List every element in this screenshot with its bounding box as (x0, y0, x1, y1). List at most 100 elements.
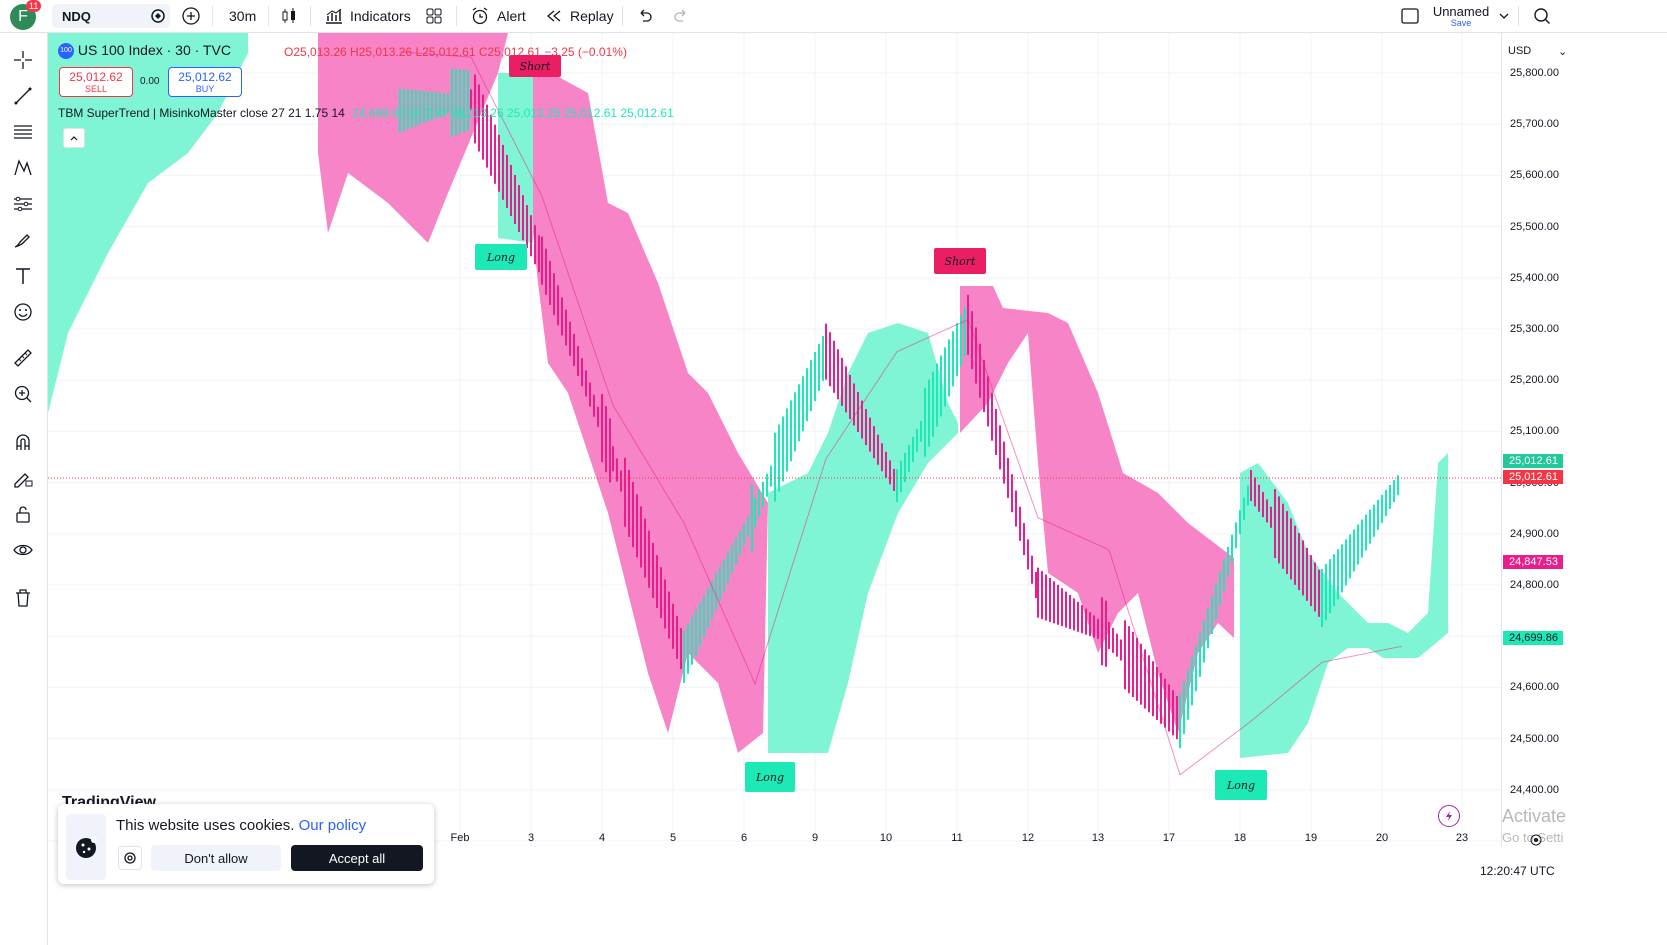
alert-button[interactable]: Alert (470, 0, 526, 32)
sell-price: 25,012.62 (69, 70, 123, 84)
price-tick-label: 25,200.00 (1510, 374, 1559, 387)
symbol-title[interactable]: US 100 Index · 30 · TVC (77, 42, 231, 58)
clock[interactable]: 12:20:47 UTC (1480, 864, 1555, 878)
zoom-tool[interactable] (10, 381, 36, 407)
templates-button[interactable] (425, 0, 443, 32)
brush-tool[interactable] (10, 227, 36, 253)
chart-legend: 100 US 100 Index · 30 · TVC (58, 42, 231, 60)
buy-label: BUY (195, 84, 215, 94)
price-chart[interactable] (48, 33, 1501, 847)
close-price-tag: 25,012.61 (1503, 470, 1563, 484)
windows-watermark-sub: Go to Setti (1502, 830, 1564, 845)
supertrend-fill (960, 286, 1234, 733)
magnet-tool[interactable] (10, 429, 36, 455)
measure-tool[interactable] (10, 345, 36, 371)
ruler-icon (14, 349, 32, 367)
trendline-icon (14, 87, 32, 105)
accept-cookies-button[interactable]: Accept all (291, 845, 423, 871)
divider (622, 6, 623, 26)
square-icon (1401, 8, 1419, 24)
time-tick-label: 5 (669, 832, 677, 844)
trendline-tool[interactable] (10, 83, 36, 109)
candles-icon (282, 8, 295, 23)
time-tick-label: Feb (450, 832, 470, 844)
price-tick-label: 24,500.00 (1510, 732, 1559, 745)
layout-name: Unnamed (1432, 3, 1490, 19)
deny-cookies-button[interactable]: Don't allow (151, 845, 281, 871)
cookie-icon-panel (66, 814, 106, 880)
time-tick-label: 18 (1233, 832, 1247, 844)
compare-icon[interactable] (150, 8, 166, 24)
stay-drawing-tool[interactable] (10, 465, 36, 491)
time-tick-label: 4 (598, 832, 606, 844)
user-avatar[interactable]: F 11 (10, 0, 42, 30)
currency-selector[interactable]: USD ⌄ (1508, 45, 1567, 58)
events-button[interactable] (1438, 805, 1460, 827)
divider (212, 6, 213, 26)
layout-name-button[interactable]: Unnamed Save (1432, 0, 1490, 32)
tradingview-logo[interactable]: TradingView (62, 794, 156, 804)
emoji-tool[interactable] (10, 299, 36, 325)
hide-tool[interactable] (10, 537, 36, 563)
symbol-search[interactable]: NDQ (52, 4, 170, 28)
text-tool[interactable] (10, 263, 36, 289)
cookie-settings-button[interactable] (118, 846, 142, 870)
last-price-tag: 25,012.61 (1503, 454, 1563, 468)
short-signal: Short (509, 55, 561, 77)
drawing-toolbar (0, 33, 48, 945)
indicators-label: Indicators (350, 8, 411, 24)
redo-button[interactable] (672, 0, 690, 32)
cookie-policy-link[interactable]: Our policy (298, 817, 367, 834)
ohlc-values: O25,013.26 H25,013.26 L25,012.61 C25,012… (284, 45, 627, 59)
price-tick-label: 25,600.00 (1510, 169, 1559, 182)
cookie-text: This website uses cookies. (116, 817, 295, 834)
redo-icon (674, 9, 686, 22)
forecast-tool[interactable] (10, 191, 36, 217)
indicators-icon (326, 8, 342, 24)
replay-label: Replay (570, 8, 614, 24)
layout-checkbox[interactable] (1400, 0, 1420, 32)
symbol-label: NDQ (62, 8, 91, 24)
plus-circle-icon (182, 7, 200, 25)
time-axis[interactable]: Feb 3 4 5 6 9 10 11 12 13 17 18 19 20 23 (48, 828, 1501, 852)
price-tick-label: 25,500.00 (1510, 220, 1559, 233)
avatar-letter: F (18, 8, 28, 25)
divider (456, 6, 457, 26)
grid-icon (426, 8, 442, 24)
layout-save: Save (1450, 17, 1472, 28)
sell-button[interactable]: 25,012.62 SELL (59, 67, 133, 97)
chart-type-button[interactable] (280, 0, 298, 32)
indicators-button[interactable]: Indicators (324, 0, 411, 32)
divider (268, 6, 269, 26)
undo-button[interactable] (636, 0, 654, 32)
eye-icon (13, 544, 33, 556)
buy-button[interactable]: 25,012.62 BUY (168, 67, 242, 97)
divider (310, 6, 311, 26)
add-symbol-button[interactable] (180, 0, 202, 32)
replay-button[interactable]: Replay (545, 0, 614, 32)
lock-tool[interactable] (10, 501, 36, 527)
cookie-banner: This website uses cookies. Our policy Do… (58, 804, 434, 884)
smiley-icon (14, 303, 32, 321)
price-tick-label: 25,300.00 (1510, 323, 1559, 335)
collapse-legend-button[interactable] (63, 128, 85, 148)
crosshair-tool[interactable] (10, 47, 36, 73)
divider (1518, 6, 1519, 26)
layout-menu-button[interactable] (1498, 0, 1510, 32)
fib-tool[interactable] (10, 119, 36, 145)
interval-button[interactable]: 30m (229, 8, 257, 24)
settings-icon[interactable] (1529, 833, 1543, 852)
quick-search-button[interactable] (1532, 0, 1552, 32)
supertrend-fill (48, 33, 248, 413)
magnet-icon (16, 434, 30, 450)
price-scale[interactable]: USD ⌄ 25,800.00 25,700.00 25,600.00 25,500.… (1501, 33, 1667, 847)
lightning-icon (1446, 811, 1452, 821)
index-logo: 100 (58, 43, 74, 60)
zoom-in-icon (14, 385, 32, 403)
long-signal: Long (1215, 770, 1267, 800)
text-icon (16, 268, 30, 284)
remove-drawings-tool[interactable] (10, 585, 36, 611)
indicator-legend[interactable]: TBM SuperTrend | MisinkoMaster close 27 … (58, 106, 674, 120)
indicator-values: 24,699.86 ∅ ∅ ∅ 25,013.26 25,013.26 25,0… (352, 106, 674, 120)
pattern-tool[interactable] (10, 155, 36, 181)
